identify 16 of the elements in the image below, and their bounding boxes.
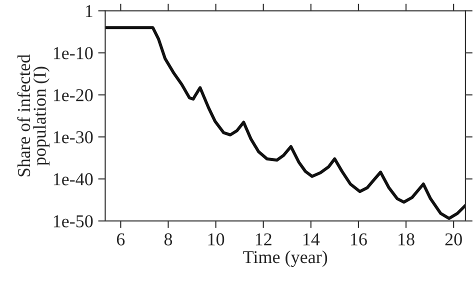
x-tick-label: 16 xyxy=(351,233,367,246)
y-tick-label: 1e-10 xyxy=(54,47,93,60)
y-tick-label: 1e-30 xyxy=(54,131,93,144)
x-tick-label: 14 xyxy=(303,233,320,246)
y-tick-label: 1e-20 xyxy=(54,89,93,102)
x-tick-label: 12 xyxy=(256,233,272,246)
x-tick-label: 8 xyxy=(164,233,172,246)
x-tick-label: 6 xyxy=(116,233,125,246)
x-tick-label: 10 xyxy=(208,233,224,246)
x-tick-label: 20 xyxy=(445,233,462,246)
y-axis-title: Share of infected population (I) xyxy=(17,54,50,176)
y-tick-label: 1e-40 xyxy=(54,173,93,186)
y-tick-label: 1 xyxy=(86,5,92,18)
y-tick-label: 1e-50 xyxy=(54,215,93,228)
x-axis-title: Time (year) xyxy=(243,250,328,267)
x-tick-label: 18 xyxy=(398,233,414,246)
